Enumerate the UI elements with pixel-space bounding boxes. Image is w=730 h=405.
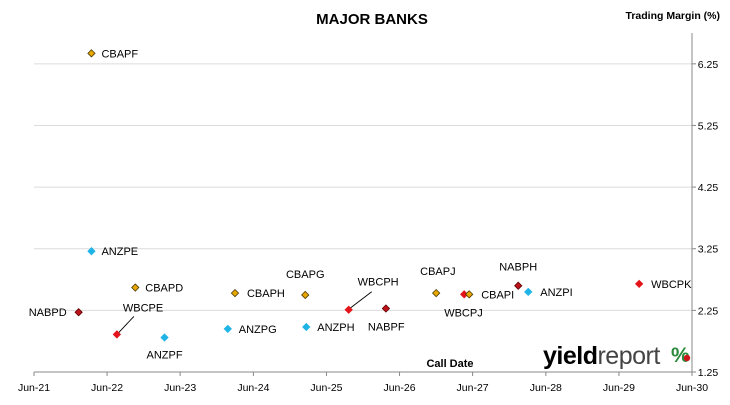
data-points — [74, 49, 644, 342]
point-label: CBAPD — [145, 283, 183, 295]
y-tick-label: 3.25 — [698, 244, 719, 256]
data-point-nabpf — [381, 304, 391, 313]
x-tick-labels: Jun-21 Jun-22 Jun-23 Jun-24 Jun-25 Jun-26 Jun-… — [18, 382, 708, 394]
y-tick-label: 5.25 — [698, 120, 719, 132]
axes — [33, 33, 696, 376]
point-label: WBCPK — [651, 279, 692, 291]
y-tick-label: 4.25 — [698, 182, 719, 194]
data-point-wbcpk — [634, 279, 644, 289]
svg-text:%: % — [671, 344, 690, 367]
x-tick-label: Jun-29 — [603, 382, 635, 394]
leader-line — [118, 316, 135, 333]
point-label: ANZPH — [317, 322, 354, 334]
x-tick-label: Jun-21 — [18, 382, 50, 394]
data-point-anzpg — [223, 324, 232, 334]
y-axis-label: Trading Margin (%) — [626, 10, 721, 22]
chart-title: MAJOR BANKS — [316, 11, 428, 28]
y-tick-label: 1.25 — [698, 367, 719, 379]
x-tick-label: Jun-22 — [91, 382, 123, 394]
x-axis-label: Call Date — [426, 358, 473, 370]
data-point-anzpf — [160, 333, 169, 342]
point-label: NABPH — [499, 262, 537, 274]
x-tick-label: Jun-28 — [530, 382, 562, 394]
x-tick-label: Jun-26 — [383, 382, 415, 394]
point-labels: CBAPF ANZPE CBAPD NABPD WBCPE ANZPF CBAPH ANZPG… — [29, 48, 692, 361]
data-point-nabph — [514, 281, 523, 290]
data-point-cbapi — [465, 290, 474, 299]
x-tick-label: Jun-24 — [237, 382, 269, 394]
gridlines — [34, 63, 692, 311]
point-label: ANZPF — [147, 349, 183, 361]
data-point-wbcpe — [112, 330, 122, 339]
point-label: WBCPE — [123, 302, 163, 314]
leader-line — [350, 291, 372, 309]
data-point-cbaph — [230, 288, 240, 298]
data-point-anzph — [302, 322, 311, 332]
data-point-cbapd — [131, 283, 140, 292]
point-label: CBAPF — [101, 48, 138, 60]
data-point-anzpi — [524, 287, 533, 297]
data-point-cbapf — [87, 49, 96, 58]
svg-text:yieldreport: yieldreport — [543, 342, 660, 370]
x-tick-label: Jun-30 — [676, 382, 708, 394]
x-tick-label: Jun-27 — [457, 382, 489, 394]
point-label: CBAPH — [247, 288, 285, 300]
point-label: CBAPJ — [420, 266, 455, 278]
data-point-anzpe — [87, 247, 96, 256]
point-label: WBCPH — [358, 277, 399, 289]
point-label: NABPD — [29, 307, 67, 319]
point-label: WBCPJ — [444, 307, 483, 319]
data-point-cbapg — [301, 290, 310, 300]
point-label: ANZPI — [540, 287, 572, 299]
point-label: CBAPG — [286, 269, 325, 281]
y-tick-labels: 1.25 2.25 3.25 4.25 5.25 6.25 — [698, 59, 719, 379]
y-tick-label: 2.25 — [698, 305, 719, 317]
yieldreport-logo: yieldreport % — [543, 342, 691, 370]
point-label: NABPF — [368, 322, 405, 334]
data-point-nabpd — [74, 308, 83, 317]
point-label: ANZPG — [239, 324, 277, 336]
y-tick-label: 6.25 — [698, 59, 719, 71]
data-point-cbapj — [432, 288, 441, 298]
point-label: ANZPE — [101, 246, 138, 258]
x-tick-label: Jun-23 — [164, 382, 196, 394]
data-point-wbcph — [344, 305, 353, 314]
x-tick-label: Jun-25 — [310, 382, 342, 394]
point-label: CBAPI — [481, 289, 514, 301]
